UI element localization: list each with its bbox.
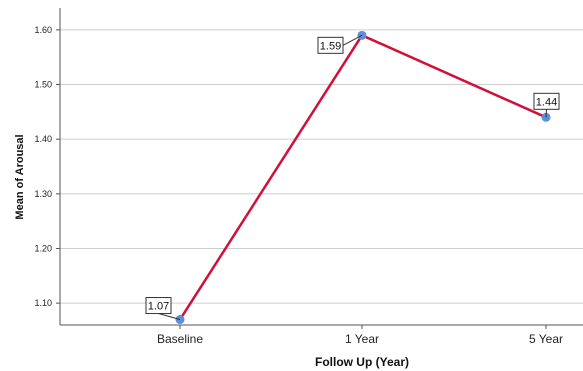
- y-tick-label: 1.60: [34, 25, 52, 35]
- data-label-box: [145, 297, 172, 315]
- x-axis-title: Follow Up (Year): [315, 355, 409, 369]
- y-tick-label: 1.50: [34, 80, 52, 90]
- x-tick-label: 1 Year: [345, 332, 379, 346]
- y-tick-label: 1.20: [34, 243, 52, 253]
- x-ticks: Baseline 1 Year 5 Year: [157, 325, 563, 346]
- data-labels: 1.07 1.59 1.44: [145, 34, 560, 321]
- data-label: 1.07: [148, 301, 169, 313]
- data-label-box: [533, 92, 560, 110]
- series-line: [178, 34, 547, 321]
- data-label-leader: [342, 34, 363, 46]
- y-tick-label: 1.40: [34, 134, 52, 144]
- data-label: 1.44: [536, 96, 557, 108]
- data-label: 1.59: [320, 40, 341, 52]
- y-tick-label: 1.30: [34, 189, 52, 199]
- data-label-box: [317, 36, 344, 54]
- data-label-leader: [158, 313, 181, 321]
- series-group: [175, 30, 551, 325]
- x-tick-label: Baseline: [157, 332, 203, 346]
- x-tick-label: 5 Year: [529, 332, 563, 346]
- y-ticks: 1.10 1.20 1.30 1.40 1.50 1.60: [34, 25, 60, 308]
- gridlines: [60, 29, 583, 304]
- data-label-leader: [545, 109, 547, 118]
- y-tick-label: 1.10: [34, 298, 52, 308]
- axes: [59, 8, 583, 326]
- y-axis-title: Mean of Arousal: [14, 134, 26, 219]
